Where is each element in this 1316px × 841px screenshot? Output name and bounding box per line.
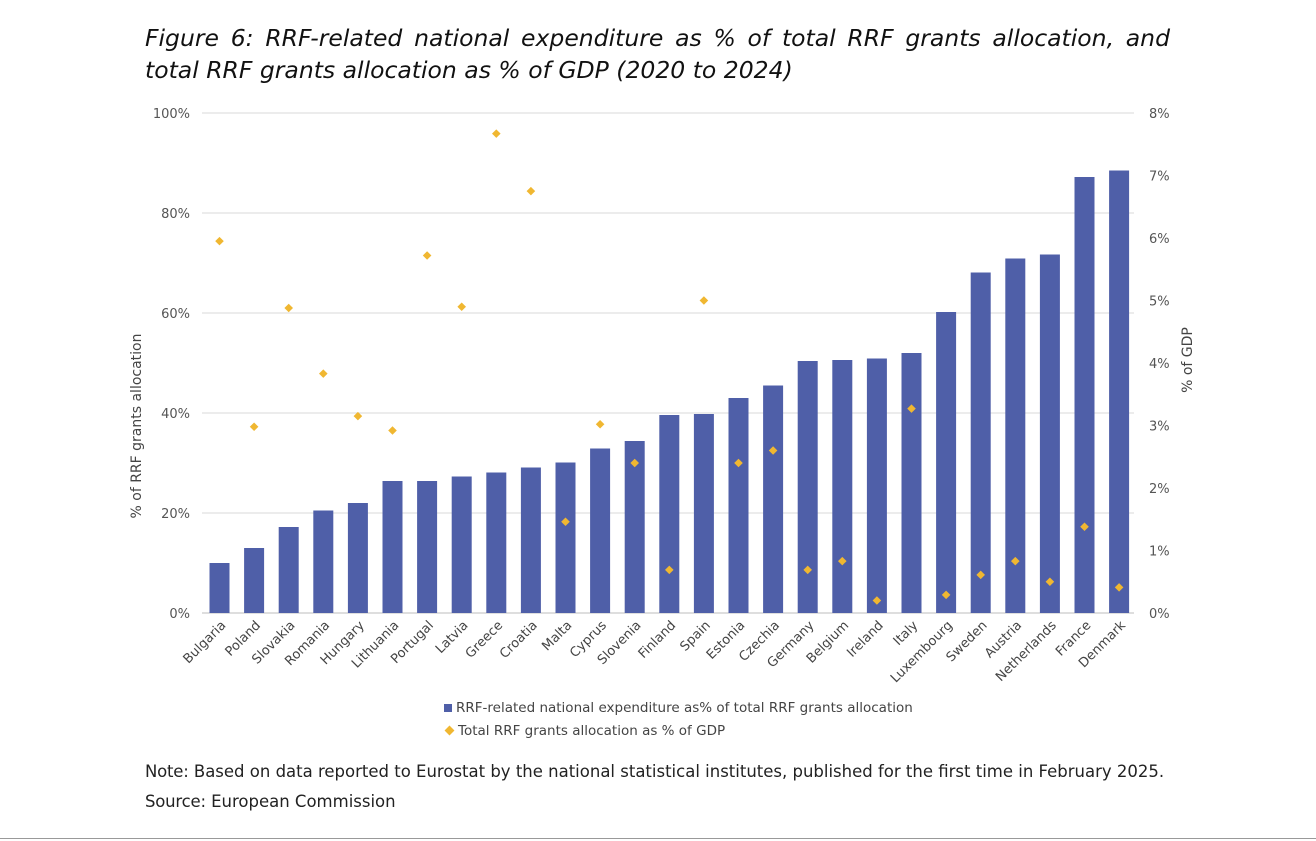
gdp-point <box>665 565 674 575</box>
gdp-point <box>595 419 605 429</box>
bar <box>832 360 853 613</box>
bar <box>1039 254 1060 613</box>
bar <box>970 272 991 613</box>
left-tick-label: 100% <box>153 107 190 122</box>
gdp-point <box>699 296 709 305</box>
note-text: Based on data reported to Eurostat by th… <box>188 762 1165 781</box>
bar <box>244 548 265 613</box>
bar <box>659 415 680 613</box>
bar <box>1074 177 1095 613</box>
gdp-point <box>872 596 882 605</box>
figure-title: Figure 6: RRF-related national expenditu… <box>145 24 1170 84</box>
bar <box>278 527 299 613</box>
gdp-point <box>803 565 812 575</box>
chart: 0% 20% 40% 60% 80% 100% 0% 1% 2% 3% 4% 5% 6% 7% 8% Bu… <box>129 107 1196 686</box>
notes: Note: Based on data reported to Eurostat… <box>145 757 1164 817</box>
legend-diamond-swatch <box>444 725 455 736</box>
bar <box>417 481 438 613</box>
left-tick-label: 80% <box>161 207 190 222</box>
left-axis-label: % of RRF grants allocation <box>129 333 145 518</box>
category-labels: BulgariaPolandSlovakiaRomaniaHungaryLith… <box>181 618 1130 686</box>
category-label: Netherlands <box>993 618 1060 685</box>
gdp-point <box>215 236 224 246</box>
category-label: Ireland <box>844 618 886 660</box>
bar-series <box>209 170 1130 613</box>
left-axis-ticks: 0% 20% 40% 60% 80% 100% <box>153 107 190 622</box>
bar <box>797 361 818 613</box>
right-tick-label: 0% <box>1149 607 1170 622</box>
gdp-point <box>284 303 293 313</box>
gdp-point <box>319 369 328 378</box>
bar <box>486 472 507 613</box>
right-axis-label: % of GDP <box>1180 327 1196 393</box>
right-tick-label: 1% <box>1149 545 1170 560</box>
right-tick-label: 7% <box>1149 170 1170 185</box>
gdp-point <box>388 426 397 435</box>
bar <box>209 563 230 613</box>
right-tick-label: 6% <box>1149 232 1170 247</box>
category-label: Finland <box>636 618 679 661</box>
left-tick-label: 0% <box>169 607 190 622</box>
gdp-point <box>526 186 536 196</box>
category-label: Croatia <box>497 618 541 662</box>
bar <box>624 441 645 613</box>
gdp-point <box>1114 583 1124 592</box>
bar <box>451 476 472 613</box>
gdp-point <box>249 422 259 432</box>
bar <box>866 358 887 613</box>
gdp-point <box>1045 577 1055 587</box>
bar <box>382 481 403 613</box>
legend-bar-swatch <box>444 703 452 712</box>
gdp-point <box>941 590 951 600</box>
bar <box>728 398 749 613</box>
source-text: European Commission <box>205 792 396 811</box>
source-line: Source: European Commission <box>145 787 1164 817</box>
bar <box>520 467 541 613</box>
gdp-point <box>353 411 363 421</box>
bar <box>901 353 922 613</box>
bar <box>313 510 334 613</box>
bar <box>936 312 957 613</box>
left-tick-label: 40% <box>161 407 190 422</box>
bar <box>590 448 611 613</box>
left-tick-label: 20% <box>161 507 190 522</box>
legend-bar-label: RRF-related national expenditure as% of … <box>456 699 913 716</box>
right-tick-label: 5% <box>1149 295 1170 310</box>
gdp-point <box>422 251 432 260</box>
note-line: Note: Based on data reported to Eurostat… <box>145 757 1164 787</box>
legend-item-points: Total RRF grants allocation as % of GDP <box>444 719 913 742</box>
bar <box>347 503 368 613</box>
bar <box>763 385 784 613</box>
gdp-point <box>561 517 570 527</box>
category-label: Italy <box>891 618 922 649</box>
gdp-point <box>838 556 847 566</box>
point-series <box>215 129 1124 605</box>
right-tick-label: 4% <box>1149 357 1170 372</box>
right-tick-label: 2% <box>1149 482 1170 497</box>
right-tick-label: 8% <box>1149 107 1170 122</box>
gdp-point <box>907 404 916 413</box>
legend: RRF-related national expenditure as% of … <box>444 696 913 742</box>
bar <box>693 414 714 613</box>
right-tick-label: 3% <box>1149 420 1170 435</box>
source-label: Source: <box>145 792 206 811</box>
gdp-point <box>630 458 639 468</box>
gdp-point <box>1080 522 1089 532</box>
right-axis-ticks: 0% 1% 2% 3% 4% 5% 6% 7% 8% <box>1149 107 1170 622</box>
legend-item-bars: RRF-related national expenditure as% of … <box>444 696 913 719</box>
gdp-point <box>457 302 466 312</box>
gdp-point <box>734 458 743 468</box>
bottom-divider <box>0 838 1316 839</box>
bar <box>1005 258 1026 613</box>
left-tick-label: 60% <box>161 307 190 322</box>
category-label: Bulgaria <box>181 618 230 667</box>
note-label: Note: <box>145 762 189 781</box>
gdp-point <box>1011 556 1020 566</box>
bar <box>1109 170 1130 613</box>
gdp-point <box>976 570 985 580</box>
bar <box>555 462 576 613</box>
gdp-point <box>492 129 501 138</box>
gdp-point <box>768 446 778 455</box>
legend-point-label: Total RRF grants allocation as % of GDP <box>458 722 726 739</box>
